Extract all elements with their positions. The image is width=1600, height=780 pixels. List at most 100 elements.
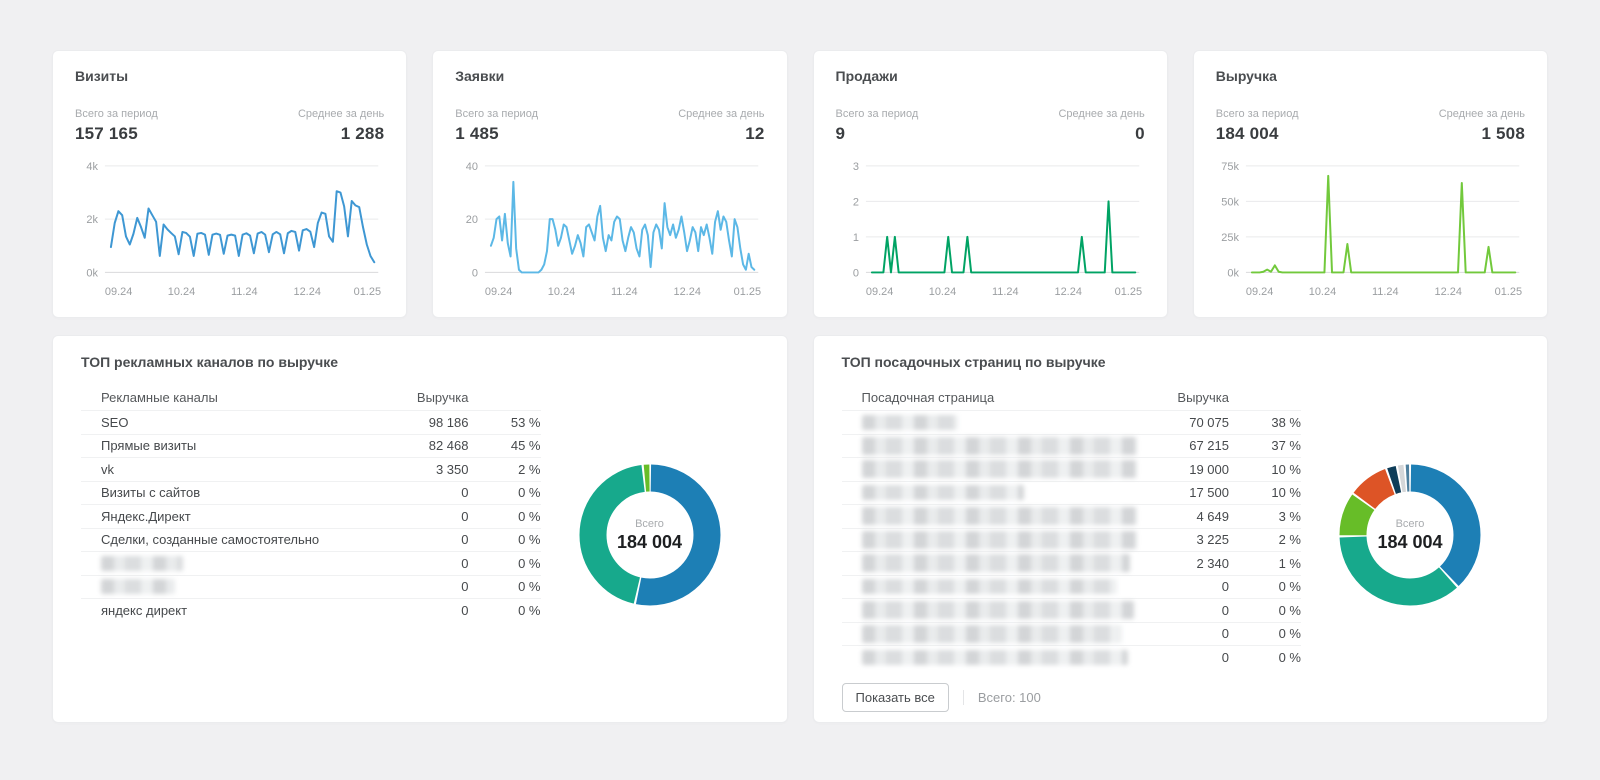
y-tick-label: 0 [472,267,478,279]
card-stats: Всего за период 184 004 Среднее за день … [1216,108,1525,144]
card-title: Выручка [1215,68,1277,84]
y-tick-label: 1 [852,232,858,244]
y-tick-label: 4k [86,161,98,173]
x-tick-label: 10.24 [548,286,575,298]
panel-body: Посадочная страница Выручка 70 075 38 % … [841,384,1520,669]
stat-total: Всего за период 1 485 [455,108,538,144]
row-value: 4 649 [1196,508,1229,524]
row-value: 0 [461,508,469,524]
line-chart-visits: 0k 2k 4k 09.24 10.24 11.24 12.24 01.25 [86,161,381,298]
row-percent: 0 % [518,602,541,618]
card-title: Продажи [835,68,898,84]
table-row: Визиты с сайтов 0 0 % [81,480,541,505]
x-tick-label: 10.24 [928,286,955,298]
card-title: Заявки [455,68,505,84]
stat-average-value: 1 508 [1481,124,1525,143]
donut-slice [579,464,720,606]
data-line [1250,174,1517,274]
panel-footer: Показать все Всего: 100 [841,682,1520,712]
x-tick-label: 01.25 [1114,286,1141,298]
blurred-label [861,649,1128,665]
row-label: Сделки, созданные самостоятельно [101,532,320,548]
blurred-label [861,485,1024,501]
donut-slice [1339,464,1481,606]
row-percent: 0 % [518,532,541,548]
row-label: яндекс директ [101,602,188,618]
row-percent: 45 % [510,438,541,454]
row-value: 0 [1221,626,1229,642]
x-tick-label: 10.24 [1308,286,1335,298]
row-label: SEO [101,414,129,430]
row-percent: 38 % [1271,414,1301,430]
blurred-label [861,436,1137,455]
row-percent: 37 % [1271,438,1301,454]
y-tick-label: 20 [466,214,478,226]
stat-total-value: 157 165 [75,124,138,143]
x-tick-label: 12.24 [293,286,320,298]
row-value: 3 350 [435,461,469,477]
card-title: Визиты [75,68,129,84]
table-row: Сделки, созданные самостоятельно 0 0 % [81,527,541,552]
panel-top-ad-channels: ТОП рекламных каналов по выручке Рекламн… [52,335,788,723]
data-line [109,190,376,264]
x-tick-label: 09.24 [1246,286,1273,298]
column-header-label: Рекламные каналы [101,389,218,405]
card-chart: 0k 2k 4k 09.24 10.24 11.24 12.24 01.25 [75,156,384,304]
data-line [490,180,756,274]
metric-cards-row: Визиты Всего за период 157 165 Среднее з… [52,50,1548,318]
row-percent: 0 % [518,555,541,571]
row-value: 82 468 [428,438,469,454]
row-percent: 0 % [518,579,541,595]
card-stats: Всего за период 157 165 Среднее за день … [75,108,384,144]
row-value: 19 000 [1189,461,1229,477]
show-all-button[interactable]: Показать все [841,682,949,712]
card-stats: Всего за период 9 Среднее за день 0 [836,108,1145,144]
blurred-label [101,579,175,595]
row-value: 0 [461,532,469,548]
donut-slice [579,464,720,606]
panel-body: Рекламные каналы Выручка SEO 98 186 53 %… [81,384,759,622]
card-stats: Всего за период 1 485 Среднее за день 12 [455,108,764,144]
donut: Всего 184 004 [575,460,725,610]
table-row: 2 340 1 % [841,551,1301,575]
row-value: 3 225 [1196,532,1229,548]
table-row: яндекс директ 0 0 % [81,598,541,622]
table-row: 67 215 37 % [841,433,1301,458]
row-percent: 0 % [518,508,541,524]
blurred-label [861,507,1137,526]
metric-card-revenue: Выручка Всего за период 184 004 Среднее … [1192,50,1548,318]
metric-card-sales: Продажи Всего за период 9 Среднее за ден… [812,50,1168,318]
donut-wrap: Всего 184 004 [1301,460,1519,669]
table-row: 0 0 % [841,574,1301,599]
row-percent: 0 % [1278,626,1301,642]
y-tick-label: 50k [1221,196,1239,208]
rows-table: Рекламные каналы Выручка SEO 98 186 53 %… [81,384,541,622]
row-percent: 0 % [1278,602,1301,618]
y-tick-label: 0k [1227,267,1239,279]
stat-average: Среднее за день 12 [678,108,764,144]
x-tick-label: 11.24 [1372,286,1399,298]
row-value: 67 215 [1189,438,1229,454]
table-row: 70 075 38 % [841,410,1301,434]
stat-average-label: Среднее за день [297,108,385,120]
x-tick-label: 09.24 [485,286,512,298]
x-tick-label: 01.25 [354,286,381,298]
y-tick-label: 40 [466,161,478,173]
stat-average-value: 12 [745,124,765,143]
metric-card-visits: Визиты Всего за период 157 165 Среднее з… [52,50,408,318]
table-row: 0 0 % [81,574,541,599]
donut-chart [1339,464,1481,606]
table-row: 0 0 % [81,551,541,575]
blurred-label [861,460,1137,479]
row-percent: 10 % [1271,461,1301,477]
row-value: 0 [461,485,469,501]
x-tick-label: 11.24 [231,286,258,298]
line-chart-leads: 0 20 40 09.24 10.24 11.24 12.24 01.25 [466,161,761,298]
stat-average-label: Среднее за день [1438,108,1525,120]
card-chart: 0 20 40 09.24 10.24 11.24 12.24 01.25 [455,156,764,304]
donut-slice [1339,464,1481,606]
table-row: 0 0 % [841,645,1301,669]
table-row: 17 500 10 % [841,480,1301,505]
x-tick-label: 10.24 [168,286,195,298]
card-chart: 0 1 2 3 09.24 10.24 11.24 12.24 01.25 [836,156,1145,304]
